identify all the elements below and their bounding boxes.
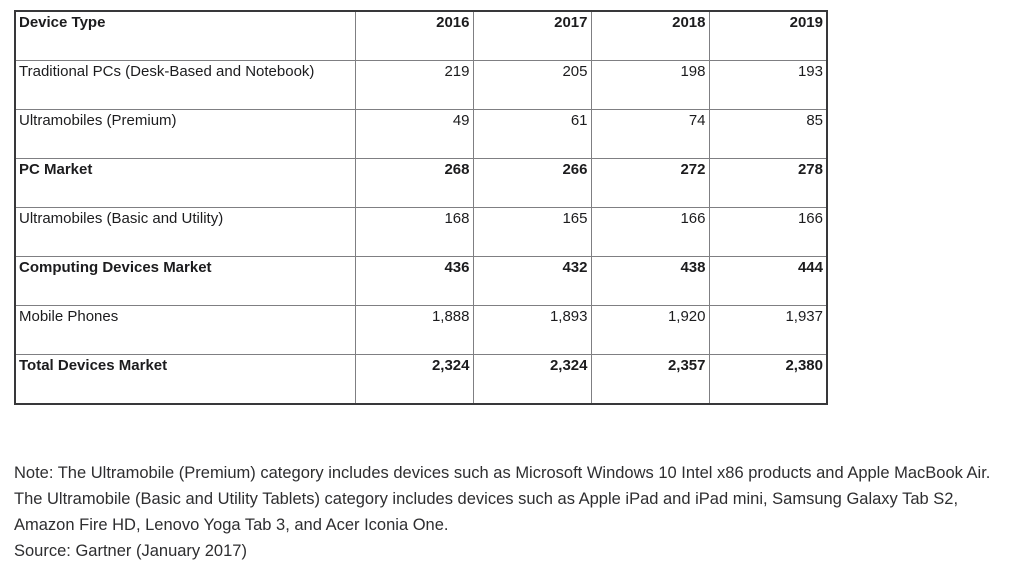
note-basic-utility: The Ultramobile (Basic and Utility Table… xyxy=(14,490,959,534)
row-value: 1,937 xyxy=(708,305,828,355)
table-row: Total Devices Market 2,324 2,324 2,357 2,380 xyxy=(14,354,828,405)
table-row: Mobile Phones 1,888 1,893 1,920 1,937 xyxy=(14,305,828,355)
row-value: 272 xyxy=(590,158,710,208)
table-row: Ultramobiles (Basic and Utility) 168 165 16… xyxy=(14,207,828,257)
row-value: 166 xyxy=(708,207,828,257)
row-value: 2,357 xyxy=(590,354,710,405)
row-value: 85 xyxy=(708,109,828,159)
row-value: 278 xyxy=(708,158,828,208)
row-value: 268 xyxy=(354,158,474,208)
row-value: 436 xyxy=(354,256,474,306)
table-body: Traditional PCs (Desk-Based and Notebook… xyxy=(14,60,828,405)
row-label: Traditional PCs (Desk-Based and Notebook… xyxy=(14,60,356,110)
row-value: 193 xyxy=(708,60,828,110)
row-value: 49 xyxy=(354,109,474,159)
row-value: 205 xyxy=(472,60,592,110)
row-value: 1,920 xyxy=(590,305,710,355)
row-value: 2,324 xyxy=(354,354,474,405)
table-header-row: Device Type 2016 2017 2018 2019 xyxy=(14,10,828,61)
row-value: 1,888 xyxy=(354,305,474,355)
row-value: 1,893 xyxy=(472,305,592,355)
row-value: 165 xyxy=(472,207,592,257)
row-value: 438 xyxy=(590,256,710,306)
table-row: PC Market 268 266 272 278 xyxy=(14,158,828,208)
row-value: 444 xyxy=(708,256,828,306)
row-label: PC Market xyxy=(14,158,356,208)
row-label: Ultramobiles (Basic and Utility) xyxy=(14,207,356,257)
table-row: Traditional PCs (Desk-Based and Notebook… xyxy=(14,60,828,110)
row-label: Mobile Phones xyxy=(14,305,356,355)
year-header: 2018 xyxy=(590,10,710,61)
note-premium: Note: The Ultramobile (Premium) category… xyxy=(14,464,991,482)
table-row: Computing Devices Market 436 432 438 444 xyxy=(14,256,828,306)
row-value: 61 xyxy=(472,109,592,159)
row-value: 219 xyxy=(354,60,474,110)
device-type-header: Device Type xyxy=(14,10,356,61)
year-header: 2017 xyxy=(472,10,592,61)
row-label: Total Devices Market xyxy=(14,354,356,405)
table-row: Ultramobiles (Premium) 49 61 74 85 xyxy=(14,109,828,159)
row-value: 168 xyxy=(354,207,474,257)
year-header: 2019 xyxy=(708,10,828,61)
row-value: 198 xyxy=(590,60,710,110)
row-value: 432 xyxy=(472,256,592,306)
row-label: Computing Devices Market xyxy=(14,256,356,306)
row-value: 266 xyxy=(472,158,592,208)
device-shipments-table: Device Type 2016 2017 2018 2019 Traditional … xyxy=(14,10,828,405)
row-value: 166 xyxy=(590,207,710,257)
row-label: Ultramobiles (Premium) xyxy=(14,109,356,159)
row-value: 74 xyxy=(590,109,710,159)
row-value: 2,380 xyxy=(708,354,828,405)
year-header: 2016 xyxy=(354,10,474,61)
notes-section: Note: The Ultramobile (Premium) category… xyxy=(14,460,1016,564)
row-value: 2,324 xyxy=(472,354,592,405)
source-line: Source: Gartner (January 2017) xyxy=(14,542,247,560)
